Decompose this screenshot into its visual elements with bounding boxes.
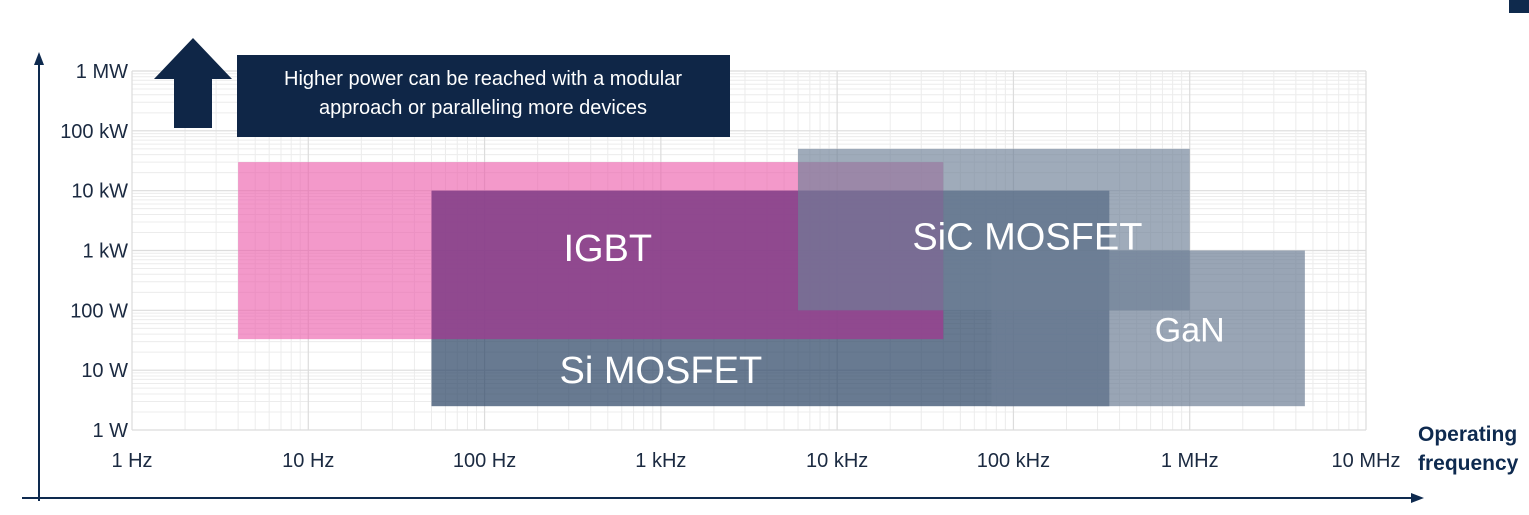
y-tick-label: 1 W: [92, 420, 128, 442]
axis-layer: [22, 52, 1424, 503]
region-label-gan: GaN: [1155, 311, 1225, 349]
y-tick-label: 10 W: [81, 360, 128, 382]
region-label-igbt: IGBT: [563, 228, 652, 270]
tick-layer: 1 Hz 10 Hz 100 Hz 1 kHz 10 kHz 100 kHz 1 MHz 10…: [60, 61, 1400, 472]
y-tick-label: 10 kW: [71, 181, 128, 203]
y-tick-label: 1 kW: [82, 241, 128, 263]
y-axis-arrowhead: [34, 52, 44, 65]
y-tick-label: 1 MW: [76, 61, 128, 83]
x-tick-label: 1 MHz: [1161, 450, 1219, 472]
label-layer: Si MOSFET IGBT SiC MOSFET GaN: [560, 217, 1225, 392]
x-tick-label: 100 kHz: [977, 450, 1050, 472]
x-axis-title-line-1: Operating: [1418, 423, 1517, 446]
x-tick-label: 100 Hz: [453, 450, 516, 472]
region-label-sic-mosfet: SiC MOSFET: [912, 217, 1142, 259]
x-tick-label: 1 kHz: [635, 450, 686, 472]
x-axis-title-line-2: frequency: [1418, 452, 1519, 475]
x-tick-label: 10 Hz: [282, 450, 334, 472]
higher-power-note-line-1: Higher power can be reached with a modul…: [284, 68, 682, 90]
region-layer: [238, 148, 1305, 407]
corner-mark: [1509, 0, 1529, 13]
x-tick-label: 10 MHz: [1332, 450, 1401, 472]
region-gan: [991, 250, 1305, 407]
y-tick-label: 100 W: [70, 300, 128, 322]
x-axis-title: Operating frequency: [1418, 423, 1519, 475]
x-axis-arrowhead: [1411, 493, 1424, 503]
y-tick-label: 100 kW: [60, 121, 128, 143]
x-tick-label: 10 kHz: [806, 450, 868, 472]
higher-power-note-box: [237, 55, 730, 137]
higher-power-arrow: [154, 38, 232, 128]
x-tick-label: 1 Hz: [111, 450, 152, 472]
annotation-layer: Higher power can be reached with a modul…: [154, 38, 730, 137]
higher-power-note-line-2: approach or paralleling more devices: [319, 97, 647, 119]
region-label-si-mosfet: Si MOSFET: [560, 350, 763, 392]
